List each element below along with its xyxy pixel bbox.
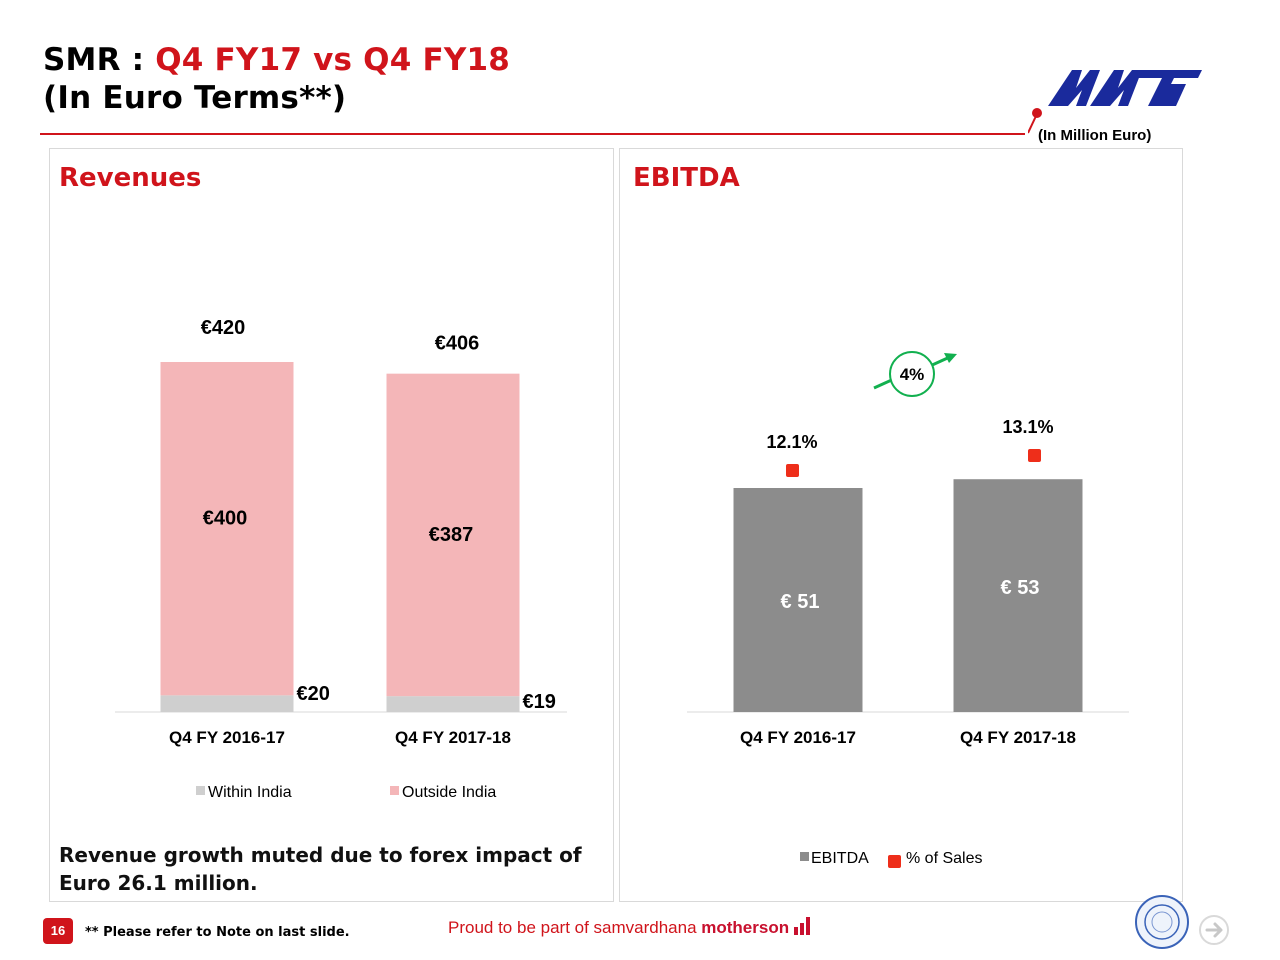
revenue-bar-outside-india-q4fy18 bbox=[386, 373, 520, 697]
pct-sales-label-q4fy17: 12.1% bbox=[766, 432, 817, 452]
tagline-brand: motherson bbox=[701, 918, 790, 937]
unit-note: (In Million Euro) bbox=[1038, 127, 1152, 144]
growth-badge-circle bbox=[889, 351, 935, 397]
legend-label-pct-sales: % of Sales bbox=[906, 850, 982, 867]
legend-label-outside-india: Outside India bbox=[402, 784, 496, 801]
title-highlight: Q4 FY17 vs Q4 FY18 bbox=[155, 42, 511, 78]
revenues-chart: €420 €406 €400 €387 €20 €19 Q4 FY 2016-1… bbox=[115, 317, 567, 801]
slide-title: SMR : Q4 FY17 vs Q4 FY18 bbox=[43, 42, 510, 78]
page-number: 16 bbox=[43, 918, 73, 944]
sumi-systems-seal-icon bbox=[1135, 895, 1189, 949]
pct-sales-marker-q4fy17 bbox=[786, 464, 799, 477]
next-slide-arrow-icon[interactable] bbox=[1198, 914, 1230, 946]
tagline-prefix: Proud to be part of samvardhana bbox=[448, 918, 702, 937]
footnote: ** Please refer to Note on last slide. bbox=[85, 925, 350, 940]
mmt-logo bbox=[1028, 70, 1202, 134]
revenues-panel bbox=[49, 148, 614, 902]
ebitda-title: EBITDA bbox=[633, 163, 740, 193]
slide-subtitle: (In Euro Terms**) bbox=[43, 80, 347, 116]
revenue-total-label-q4fy18: €406 bbox=[435, 333, 480, 355]
revenue-bar-within-india-q4fy18 bbox=[386, 696, 520, 712]
legend-swatch-outside-india bbox=[390, 786, 399, 795]
logo-divider-slope bbox=[1028, 115, 1037, 134]
ebitda-value-label-q4fy17: € 51 bbox=[781, 591, 820, 613]
logo-mark bbox=[1048, 70, 1202, 106]
legend-label-within-india: Within India bbox=[208, 784, 292, 801]
growth-indicator: 4% bbox=[873, 351, 957, 397]
tagline: Proud to be part of samvardhana motherso… bbox=[448, 917, 814, 938]
pct-sales-label-q4fy18: 13.1% bbox=[1002, 417, 1053, 437]
ebitda-value-label-q4fy18: € 53 bbox=[1001, 577, 1040, 599]
ebitda-panel bbox=[619, 148, 1183, 902]
ebitda-category-label-q4fy18: Q4 FY 2017-18 bbox=[960, 728, 1076, 747]
ebitda-chart: € 51 € 53 12.1% 13.1% Q4 FY 2016-17 Q4 F… bbox=[687, 351, 1129, 868]
revenue-within-label-q4fy17: €20 bbox=[297, 683, 330, 705]
revenue-within-label-q4fy18: €19 bbox=[523, 691, 556, 713]
ebitda-bar-q4fy17 bbox=[733, 488, 863, 712]
revenue-bar-outside-india-q4fy17 bbox=[160, 362, 294, 696]
growth-arrow-head-icon bbox=[944, 353, 957, 363]
pct-sales-marker-q4fy18 bbox=[1028, 449, 1041, 462]
ebitda-bar-q4fy18 bbox=[953, 479, 1083, 712]
legend-swatch-ebitda bbox=[800, 852, 809, 861]
ebitda-category-label-q4fy17: Q4 FY 2016-17 bbox=[740, 728, 856, 747]
legend-swatch-within-india bbox=[196, 786, 205, 795]
revenues-title: Revenues bbox=[59, 163, 202, 193]
revenue-category-label-q4fy18: Q4 FY 2017-18 bbox=[395, 728, 511, 747]
revenue-total-label-q4fy17: €420 bbox=[201, 317, 246, 339]
revenue-outside-label-q4fy17: €400 bbox=[203, 508, 248, 530]
revenue-category-label-q4fy17: Q4 FY 2016-17 bbox=[169, 728, 285, 747]
growth-badge-label: 4% bbox=[900, 365, 925, 384]
legend-swatch-pct-sales bbox=[888, 855, 901, 868]
legend-label-ebitda: EBITDA bbox=[811, 850, 869, 867]
motherson-bars-icon bbox=[793, 917, 810, 935]
title-prefix: SMR : bbox=[43, 42, 156, 78]
header-divider bbox=[40, 133, 1025, 135]
revenue-outside-label-q4fy18: €387 bbox=[429, 524, 474, 546]
revenue-bar-within-india-q4fy17 bbox=[160, 695, 294, 712]
revenue-note: Revenue growth muted due to forex impact… bbox=[59, 843, 582, 895]
logo-red-dot bbox=[1032, 108, 1042, 118]
